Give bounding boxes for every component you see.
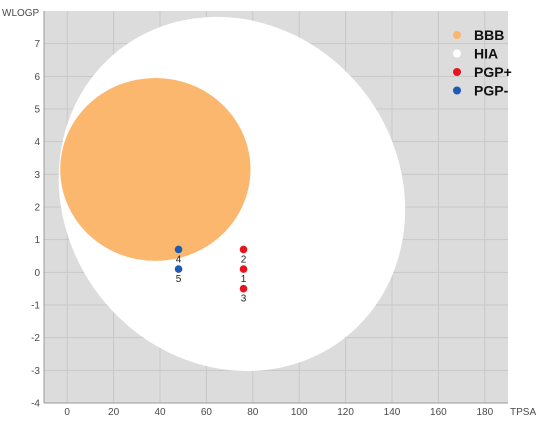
x-tick-label: 60 — [201, 407, 213, 418]
point-label: 1 — [241, 274, 247, 285]
y-tick-label: -2 — [31, 333, 40, 344]
point-label: 5 — [176, 274, 182, 285]
x-tick-label: 160 — [430, 407, 447, 418]
y-axis-label: WLOGP — [2, 8, 40, 19]
data-point — [174, 245, 183, 254]
legend-marker — [453, 49, 461, 58]
x-tick-label: 0 — [64, 407, 70, 418]
legend-label: HIA — [474, 46, 498, 62]
x-tick-label: 40 — [154, 407, 166, 418]
x-tick-label: 80 — [247, 407, 259, 418]
x-tick-label: 120 — [337, 407, 354, 418]
x-tick-label: 20 — [108, 407, 120, 418]
legend-marker — [453, 86, 461, 95]
data-point — [239, 245, 248, 254]
legend: BBB HIA PGP+ PGP- — [453, 27, 512, 99]
data-point — [239, 284, 248, 293]
x-axis-label: TPSA — [510, 407, 536, 418]
point-label: 3 — [241, 294, 247, 305]
axes — [43, 11, 508, 404]
legend-label: BBB — [474, 27, 504, 43]
region-layer — [58, 16, 406, 372]
y-tick-label: 2 — [34, 203, 40, 214]
data-point — [239, 265, 248, 273]
y-tick-label: 6 — [34, 72, 40, 83]
y-tick-label: 4 — [34, 137, 40, 148]
y-tick-label: 0 — [34, 268, 40, 279]
x-tick-label: 180 — [476, 407, 493, 418]
y-tick-label: 5 — [34, 105, 40, 116]
legend-marker — [453, 31, 461, 39]
point-label: 2 — [241, 254, 247, 265]
y-tick-label: -4 — [31, 399, 40, 410]
y-tick-label: 1 — [34, 235, 40, 246]
y-tick-label: -3 — [31, 366, 40, 377]
point-label: 4 — [176, 254, 182, 265]
region-bbb — [60, 77, 251, 261]
tick-labels: 0 20 40 60 80 100 120 140 160 180 -4 -3 -2 -1 0 1 2 3 4 5 6 7 — [31, 39, 493, 418]
data-points: 1 2 3 4 5 — [174, 245, 248, 305]
legend-marker — [453, 68, 461, 76]
legend-label: PGP- — [474, 83, 509, 99]
y-tick-label: 3 — [34, 170, 40, 181]
y-tick-label: 7 — [34, 39, 40, 50]
x-tick-label: 140 — [384, 407, 401, 418]
y-tick-label: -1 — [31, 301, 40, 312]
x-tick-label: 100 — [291, 407, 308, 418]
data-point — [174, 265, 183, 273]
legend-label: PGP+ — [474, 64, 512, 80]
